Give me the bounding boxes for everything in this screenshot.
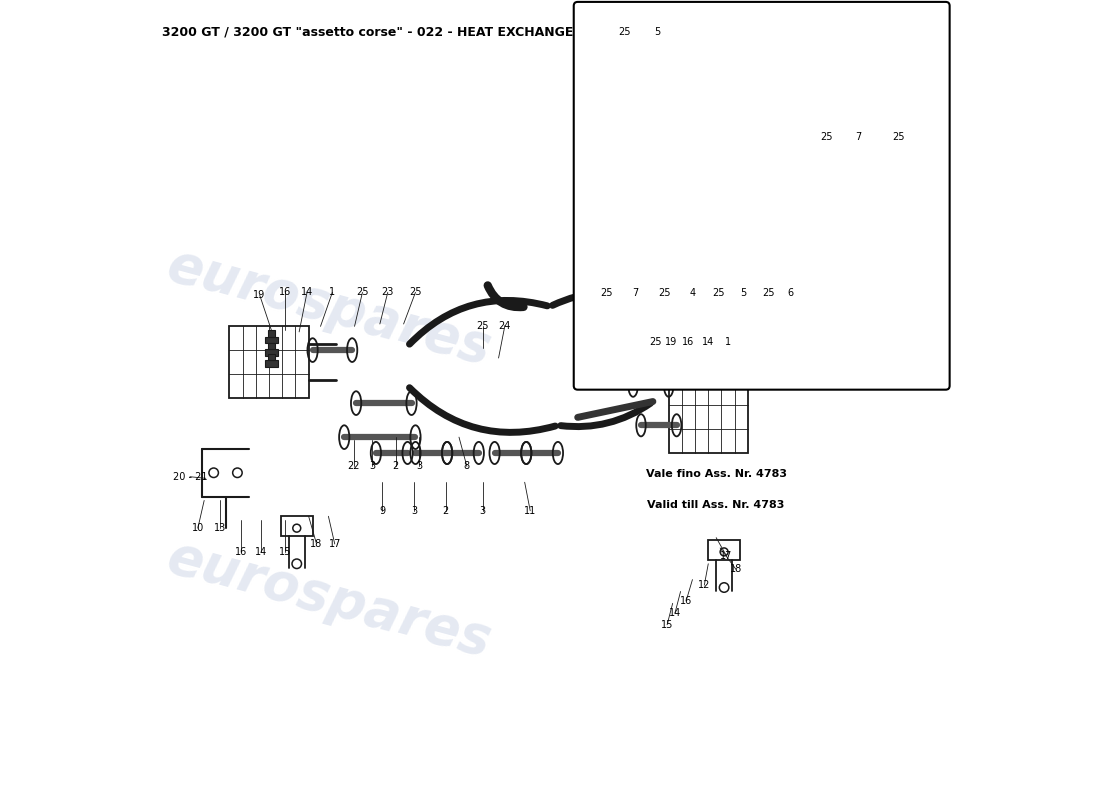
Text: 14: 14 [301, 287, 314, 298]
Text: 7: 7 [632, 288, 638, 298]
Text: 14: 14 [669, 608, 681, 618]
Text: 25: 25 [476, 321, 490, 330]
Text: 8: 8 [464, 462, 470, 471]
Text: 10: 10 [191, 523, 204, 533]
Bar [267, 343, 275, 350]
Text: 25: 25 [649, 337, 661, 347]
Text: Valid till Ass. Nr. 4783: Valid till Ass. Nr. 4783 [648, 501, 785, 510]
Bar [265, 360, 278, 366]
Text: 4: 4 [690, 288, 696, 298]
Text: 25: 25 [658, 288, 670, 298]
Text: 24: 24 [498, 321, 512, 330]
Text: 16: 16 [235, 547, 248, 557]
Bar [708, 540, 740, 560]
Bar [894, 195, 914, 274]
Bar [280, 516, 312, 536]
Text: 19: 19 [253, 290, 266, 300]
Text: 25: 25 [820, 131, 833, 142]
Text: eurospares: eurospares [161, 238, 496, 375]
Text: 12: 12 [698, 580, 711, 590]
Text: 7: 7 [856, 131, 861, 142]
Bar [265, 337, 278, 343]
Text: 3200 GT / 3200 GT "assetto corse" - 022 - HEAT EXCHANGERS - PIPES: 3200 GT / 3200 GT "assetto corse" - 022 … [162, 26, 647, 38]
Text: 16: 16 [680, 596, 692, 606]
Text: 18: 18 [729, 564, 743, 574]
Text: 5: 5 [653, 27, 660, 38]
Text: 25: 25 [409, 287, 421, 298]
Text: 3: 3 [417, 462, 422, 471]
Text: 2: 2 [393, 462, 399, 471]
Text: Vale fino Ass. Nr. 4783: Vale fino Ass. Nr. 4783 [646, 469, 786, 479]
Text: 5: 5 [740, 288, 747, 298]
Text: 22: 22 [348, 462, 360, 471]
Text: 15: 15 [661, 620, 673, 630]
Text: 23: 23 [382, 287, 394, 298]
Text: 25: 25 [762, 288, 774, 298]
Text: 17: 17 [329, 539, 341, 549]
FancyBboxPatch shape [574, 2, 949, 390]
Bar [715, 65, 814, 126]
Bar [267, 354, 275, 360]
Text: eurospares: eurospares [161, 531, 496, 668]
Bar [267, 330, 275, 337]
Text: 14: 14 [702, 337, 714, 347]
Text: 25: 25 [601, 288, 613, 298]
Text: 9: 9 [379, 506, 385, 516]
Bar [669, 382, 748, 453]
Text: 3: 3 [480, 506, 486, 516]
Text: 2: 2 [442, 506, 449, 516]
Text: 3: 3 [410, 506, 417, 516]
Text: 25: 25 [356, 287, 369, 298]
Text: 1: 1 [725, 337, 732, 347]
Text: 16: 16 [278, 287, 292, 298]
Text: 18: 18 [310, 539, 322, 549]
Text: 14: 14 [255, 547, 267, 557]
Text: 3: 3 [368, 462, 375, 471]
Bar [265, 350, 278, 356]
Text: 15: 15 [278, 547, 292, 557]
Text: 13: 13 [213, 523, 227, 533]
Text: 16: 16 [682, 337, 694, 347]
Text: 6: 6 [788, 288, 793, 298]
Text: 19: 19 [666, 337, 678, 347]
Text: 20 - 21: 20 - 21 [173, 472, 207, 482]
Text: 11: 11 [524, 506, 537, 516]
Text: 17: 17 [720, 551, 733, 561]
Bar [230, 326, 309, 398]
Text: 25: 25 [712, 288, 725, 298]
Text: 25: 25 [618, 27, 630, 38]
Text: 1: 1 [329, 287, 336, 298]
Bar [585, 182, 625, 237]
Text: 25: 25 [892, 131, 904, 142]
